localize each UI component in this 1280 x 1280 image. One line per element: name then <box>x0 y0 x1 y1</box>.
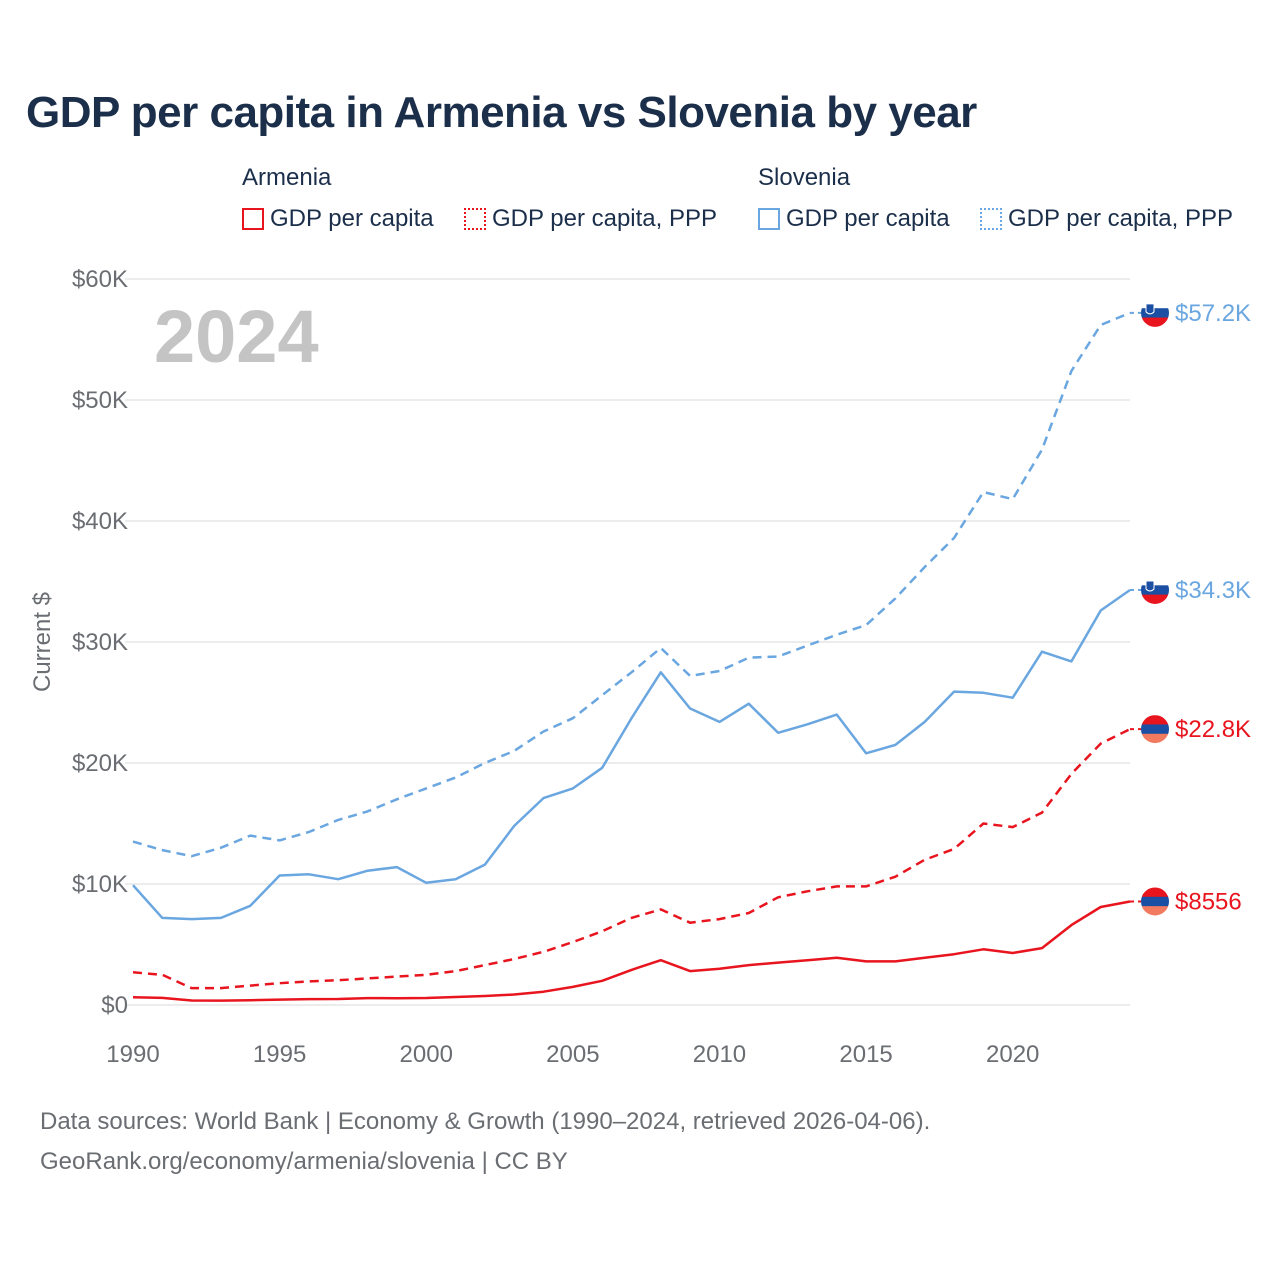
flag-coat-of-arms <box>1145 580 1155 592</box>
series-line-slovenia-gdp <box>132 588 1131 921</box>
x-tick-label: 1990 <box>106 1041 159 1068</box>
series-line-armenia-ppp <box>132 727 1131 990</box>
legend-slovenia-heading: Slovenia <box>758 164 851 191</box>
flag-stripe <box>1141 715 1169 725</box>
x-tick-label: 2010 <box>693 1041 746 1068</box>
y-tick-label: $50K <box>72 387 128 414</box>
end-value-label: $57.2K <box>1175 300 1251 327</box>
slovenia-flag-marker <box>1141 298 1169 327</box>
flag-stripe <box>1141 594 1169 604</box>
footer-sources: Data sources: World Bank | Economy & Gro… <box>40 1108 931 1135</box>
flag-stripe <box>1141 906 1169 916</box>
end-value-label: $34.3K <box>1175 577 1251 604</box>
x-tick-label: 2015 <box>839 1041 892 1068</box>
y-tick-label: $60K <box>72 266 128 293</box>
legend-swatch-armenia-gdp <box>242 208 264 230</box>
y-axis-label: Current $ <box>29 592 56 692</box>
legend-armenia-gdp[interactable]: GDP per capita <box>242 205 434 233</box>
end-value-label: $8556 <box>1175 888 1242 915</box>
legend-label-slovenia-ppp: GDP per capita, PPP <box>1008 205 1233 232</box>
flag-stripe <box>1141 733 1169 744</box>
x-tick-label: 2005 <box>546 1041 599 1068</box>
chart-title: GDP per capita in Armenia vs Slovenia by… <box>26 88 977 137</box>
legend-swatch-slovenia-gdp <box>758 208 780 230</box>
flag-stripe <box>1141 575 1169 586</box>
legend-label-armenia-ppp: GDP per capita, PPP <box>492 205 717 232</box>
series-line-armenia-gdp <box>132 900 1131 1002</box>
y-tick-label: $40K <box>72 508 128 535</box>
x-tick-label: 2020 <box>986 1041 1039 1068</box>
legend-armenia-heading: Armenia <box>242 164 332 191</box>
flag-stripe <box>1141 317 1169 327</box>
x-tick-label: 2000 <box>400 1041 453 1068</box>
end-value-label: $22.8K <box>1175 716 1251 743</box>
legend-label-armenia-gdp: GDP per capita <box>270 205 434 232</box>
y-tick-label: $10K <box>72 871 128 898</box>
legend-label-slovenia-gdp: GDP per capita <box>786 205 950 232</box>
legend-swatch-slovenia-ppp <box>980 208 1002 230</box>
legend-slovenia-ppp[interactable]: GDP per capita, PPP <box>980 205 1233 233</box>
series-line-slovenia-ppp <box>132 311 1131 858</box>
flag-stripe <box>1141 585 1169 596</box>
armenia-flag-marker <box>1141 887 1169 916</box>
legend-armenia-ppp[interactable]: GDP per capita, PPP <box>464 205 717 233</box>
year-watermark: 2024 <box>154 295 319 378</box>
flag-stripe <box>1141 887 1169 898</box>
flag-stripe <box>1141 308 1169 319</box>
armenia-flag-marker <box>1141 715 1169 744</box>
flag-stripe <box>1141 298 1169 309</box>
y-tick-label: $20K <box>72 750 128 777</box>
legend-slovenia-gdp[interactable]: GDP per capita <box>758 205 950 233</box>
slovenia-flag-marker <box>1141 575 1169 604</box>
y-tick-label: $30K <box>72 629 128 656</box>
flag-stripe <box>1141 724 1169 735</box>
y-tick-label: $0 <box>101 992 128 1019</box>
legend-swatch-armenia-ppp <box>464 208 486 230</box>
flag-coat-of-arms <box>1145 303 1155 315</box>
x-tick-label: 1995 <box>253 1041 306 1068</box>
flag-stripe <box>1141 896 1169 907</box>
footer-credit: GeoRank.org/economy/armenia/slovenia | C… <box>40 1148 568 1175</box>
